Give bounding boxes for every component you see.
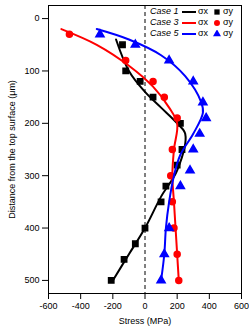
html-text:σx: σx [198, 17, 209, 27]
html-text:σy: σy [223, 17, 234, 27]
svg-text:400: 400 [24, 223, 39, 233]
svg-text:300: 300 [24, 171, 39, 181]
svg-text:500: 500 [24, 275, 39, 285]
svg-text:-200: -200 [104, 301, 122, 311]
svg-text:Distance from the top surface: Distance from the top surface (μm) [7, 80, 17, 219]
html-text:Case 3: Case 3 [150, 17, 179, 27]
svg-text:0: 0 [142, 301, 147, 311]
html-text:Case 5: Case 5 [150, 28, 179, 38]
svg-text:0: 0 [34, 13, 39, 23]
svg-text:600: 600 [234, 301, 249, 311]
html-text:Case 1: Case 1 [150, 6, 179, 16]
html-text:σy: σy [223, 28, 234, 38]
svg-text:200: 200 [24, 118, 39, 128]
svg-text:-600: -600 [39, 301, 57, 311]
html-text:σx: σx [198, 6, 209, 16]
html-text:σx: σx [198, 28, 209, 38]
svg-text:Stress (MPa): Stress (MPa) [119, 316, 172, 326]
svg-text:200: 200 [170, 301, 185, 311]
svg-text:-400: -400 [72, 301, 90, 311]
svg-text:400: 400 [202, 301, 217, 311]
svg-text:100: 100 [24, 66, 39, 76]
html-text:σy: σy [223, 6, 234, 16]
